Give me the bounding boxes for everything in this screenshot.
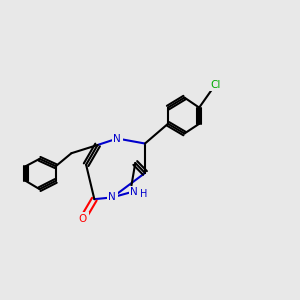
Text: H: H — [140, 189, 147, 199]
Text: N: N — [108, 192, 116, 203]
Text: O: O — [79, 214, 87, 224]
Text: N: N — [113, 134, 121, 143]
Text: Cl: Cl — [210, 80, 220, 90]
Text: N: N — [130, 188, 138, 197]
